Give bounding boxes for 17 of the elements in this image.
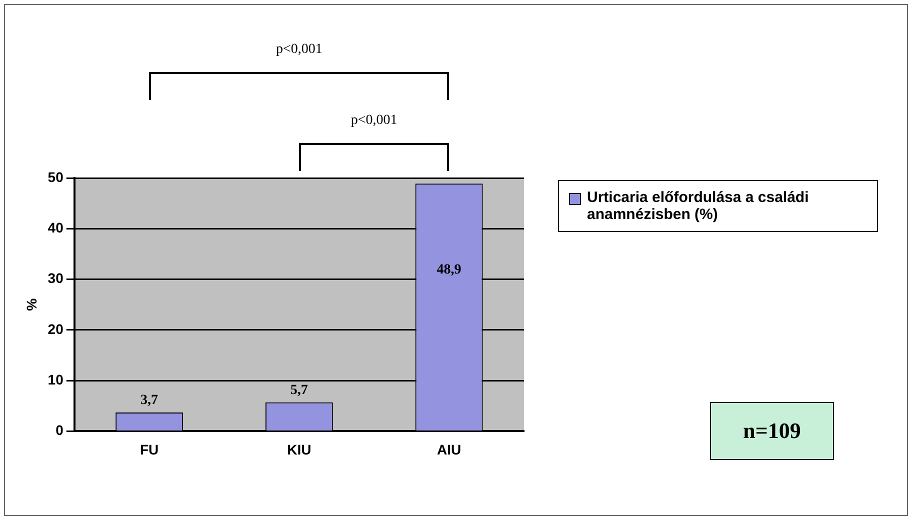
x-tick-label: FU [140,441,159,458]
y-tick-label: 0 [56,422,64,438]
y-tick-label: 10 [48,371,64,388]
y-tick-label: 20 [48,320,64,337]
text: n=109 [710,402,834,460]
x-tick-label: AIU [437,441,462,458]
y-tick-label: 50 [48,168,64,185]
text: p<0,001 [350,113,398,129]
data-label: 5,7 [290,382,308,398]
y-axis-title: % [23,298,40,311]
data-label: 48,9 [436,262,462,278]
x-tick-label: KIU [287,441,312,458]
y-tick-label: 40 [48,220,64,236]
text: p<0,001 [276,42,322,58]
y-tick-label: 30 [48,270,64,286]
legend-label: Urticaria előfordulása a családi anamnézisben (%) [587,189,810,223]
data-label: 3,7 [140,393,158,408]
